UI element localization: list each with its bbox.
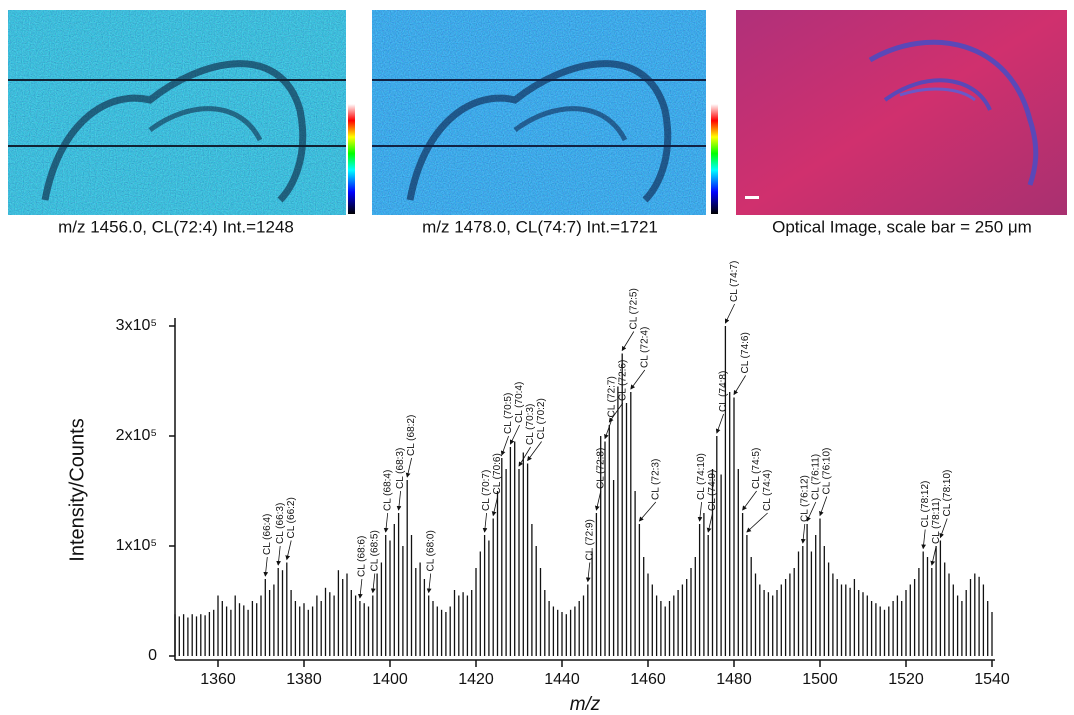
x-tick-label: 1440 (544, 671, 580, 688)
annotation: CL (72:9) (584, 519, 595, 560)
panel-caption: Optical Image, scale bar = 250 μm (772, 217, 1032, 236)
annotation: CL (76:11) (810, 454, 821, 500)
annotation-arrow (697, 501, 703, 522)
annotation: CL (70:6) (492, 453, 503, 494)
annotation: CL (68:3) (395, 448, 406, 489)
annotation-arrow (939, 518, 948, 539)
annotation: CL (72:5) (628, 288, 639, 329)
annotation-arrow (746, 512, 768, 533)
annotation: CL (78:11) (931, 498, 942, 544)
annotation: CL (74:10) (696, 453, 707, 500)
annotation-arrow (263, 556, 269, 577)
annotation: CL (74:9) (707, 470, 718, 511)
annotation: CL (74:6) (740, 332, 751, 373)
annotation-arrow (276, 545, 282, 566)
annotation-arrow (621, 331, 635, 352)
annotation-arrow (357, 578, 363, 599)
annotation: CL (70:3) (525, 404, 536, 445)
annotation-arrow (509, 424, 520, 445)
annotation-arrow (594, 490, 602, 511)
y-tick-label: 2x10⁵ (116, 427, 157, 444)
optical-image (736, 10, 1067, 215)
x-tick-label: 1480 (716, 671, 752, 688)
annotation: CL (68:6) (357, 536, 368, 577)
x-tick-label: 1400 (372, 671, 408, 688)
annotation-arrow (715, 413, 724, 434)
x-tick-label: 1360 (200, 671, 236, 688)
annotation-arrow (482, 512, 488, 533)
annotation-arrow (733, 375, 746, 396)
annotation: CL (70:4) (514, 382, 525, 423)
x-tick-label: 1500 (802, 671, 838, 688)
annotation-arrow (491, 496, 498, 517)
annotation: CL (72:3) (650, 459, 661, 500)
annotation-arrow (370, 573, 376, 594)
annotation-arrow (706, 512, 713, 533)
ion-image (8, 10, 355, 215)
annotation-arrow (800, 523, 806, 544)
annotation-arrow (426, 573, 432, 594)
annotation: CL (66:4) (262, 514, 273, 555)
annotation: CL (68:4) (382, 470, 393, 511)
annotation-arrow (383, 512, 389, 533)
annotation: CL (68:0) (425, 530, 436, 571)
annotation-arrow (819, 496, 828, 517)
y-axis-title: Intensity/Counts (66, 418, 88, 561)
annotation-arrow (285, 540, 292, 561)
annotation-arrow (500, 435, 509, 456)
annotation: CL (70:5) (503, 393, 514, 434)
annotation: CL (74:7) (729, 261, 740, 302)
annotation-arrow (527, 441, 542, 462)
annotation: CL (72:6) (617, 360, 628, 401)
annotation: CL (66:2) (286, 497, 297, 538)
annotation: CL (76:12) (799, 475, 810, 522)
x-tick-label: 1540 (974, 671, 1010, 688)
annotation: CL (74:5) (751, 448, 762, 489)
x-axis-title: m/z (570, 694, 601, 715)
annotation: CL (66:3) (275, 503, 286, 544)
annotation: CL (72:4) (639, 327, 650, 368)
x-tick-label: 1520 (888, 671, 924, 688)
x-tick-label: 1460 (630, 671, 666, 688)
annotation: CL (78:12) (920, 481, 931, 528)
annotation-arrow (638, 501, 657, 522)
annotation-arrow (608, 402, 624, 423)
annotation-arrow (921, 529, 927, 550)
ion-image (372, 10, 718, 215)
annotation-arrow (604, 419, 613, 440)
annotation-arrow (724, 303, 735, 324)
y-tick-label: 1x10⁵ (116, 537, 157, 554)
annotation-arrow (630, 369, 646, 390)
annotation: CL (72:8) (595, 448, 606, 489)
annotation: CL (74:4) (762, 470, 773, 511)
panel-caption: m/z 1478.0, CL(74:7) Int.=1721 (422, 217, 658, 236)
panel-caption: m/z 1456.0, CL(72:4) Int.=1248 (58, 217, 294, 236)
annotation-arrow (405, 457, 412, 478)
annotation-arrow (396, 490, 402, 511)
annotation: CL (70:2) (536, 398, 547, 439)
y-tick-label: 3x10⁵ (116, 317, 157, 334)
x-tick-label: 1420 (458, 671, 494, 688)
annotation: CL (68:2) (406, 415, 417, 456)
y-tick-label: 0 (148, 647, 157, 664)
annotation-arrow (806, 501, 817, 522)
x-tick-label: 1380 (286, 671, 322, 688)
annotation-arrow (930, 545, 937, 566)
annotation: CL (70:7) (481, 470, 492, 511)
annotation-arrow (518, 446, 531, 467)
annotation: CL (78:10) (942, 470, 953, 517)
annotation: CL (74:8) (718, 371, 729, 412)
annotation: CL (68:5) (369, 530, 380, 571)
annotation-arrow (585, 562, 591, 583)
annotation: CL (76:10) (821, 448, 832, 495)
annotation: CL (72:7) (606, 376, 617, 417)
annotation-arrow (742, 490, 757, 511)
